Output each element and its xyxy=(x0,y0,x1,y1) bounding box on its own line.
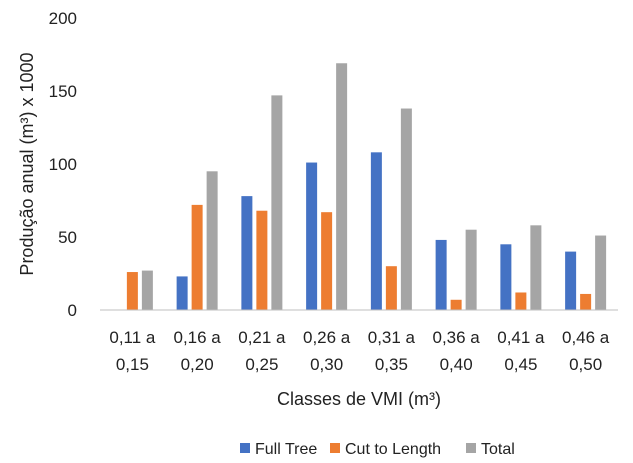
bar-full-tree-4 xyxy=(370,152,382,310)
bar-total-0 xyxy=(141,270,153,310)
x-tick-label: 0,21 a xyxy=(238,328,286,347)
x-tick-label: 0,11 a xyxy=(109,328,156,347)
y-ticks-group: 0 50 100 150 200 xyxy=(49,9,77,320)
x-tick-label: 0,15 xyxy=(116,355,149,374)
legend: Full Tree Cut to Length Total xyxy=(240,441,515,458)
bar-cut-to-length-6 xyxy=(515,292,527,310)
bar-full-tree-5 xyxy=(435,239,447,310)
bar-full-tree-2 xyxy=(241,196,253,310)
bar-full-tree-3 xyxy=(306,162,318,310)
bar-total-1 xyxy=(206,171,218,310)
x-tick-label: 0,31 a xyxy=(368,328,416,347)
x-tick-label: 0,30 xyxy=(310,355,343,374)
bar-total-4 xyxy=(400,108,412,311)
x-tick-label: 0,46 a xyxy=(562,328,610,347)
x-tick-label: 0,20 xyxy=(181,355,214,374)
bar-total-2 xyxy=(271,95,283,310)
x-axis-title: Classes de VMI (m³) xyxy=(277,389,441,409)
y-tick-label: 150 xyxy=(49,82,77,101)
bar-full-tree-6 xyxy=(500,244,512,310)
x-tick-label: 0,40 xyxy=(440,355,473,374)
y-axis-title: Produção anual (m³) x 1000 xyxy=(17,52,37,275)
bar-total-6 xyxy=(530,225,542,310)
x-tick-label: 0,50 xyxy=(569,355,602,374)
bar-cut-to-length-3 xyxy=(321,212,333,310)
bar-total-5 xyxy=(465,229,477,310)
bar-cut-to-length-7 xyxy=(580,293,592,310)
bar-cut-to-length-2 xyxy=(256,210,268,310)
legend-label-total: Total xyxy=(481,441,515,458)
bar-full-tree-7 xyxy=(565,251,577,310)
bar-full-tree-1 xyxy=(176,276,188,310)
bar-cut-to-length-4 xyxy=(385,266,397,310)
y-tick-label: 0 xyxy=(68,301,77,320)
bar-cut-to-length-5 xyxy=(450,299,462,310)
y-tick-label: 200 xyxy=(49,9,77,28)
bar-cut-to-length-0 xyxy=(126,272,138,310)
legend-swatch-total xyxy=(466,443,476,453)
legend-label-full-tree: Full Tree xyxy=(255,441,317,458)
legend-swatch-cut-to-length xyxy=(330,443,340,453)
x-tick-label: 0,26 a xyxy=(303,328,351,347)
x-tick-label: 0,45 xyxy=(504,355,537,374)
bar-total-7 xyxy=(595,235,607,310)
y-tick-label: 50 xyxy=(58,228,77,247)
x-tick-label: 0,35 xyxy=(375,355,408,374)
x-tick-label: 0,41 a xyxy=(497,328,545,347)
x-tick-label: 0,25 xyxy=(245,355,278,374)
y-tick-label: 100 xyxy=(49,155,77,174)
x-tick-label: 0,16 a xyxy=(173,328,221,347)
legend-swatch-full-tree xyxy=(240,443,250,453)
bar-cut-to-length-1 xyxy=(191,204,203,310)
bars-group xyxy=(126,63,607,311)
legend-label-cut-to-length: Cut to Length xyxy=(345,441,441,458)
x-tick-label: 0,36 a xyxy=(432,328,480,347)
bar-total-3 xyxy=(336,63,348,311)
x-ticks-group: 0,11 a 0,15 0,16 a 0,20 0,21 a 0,25 0,26 a 0,30… xyxy=(109,328,609,374)
